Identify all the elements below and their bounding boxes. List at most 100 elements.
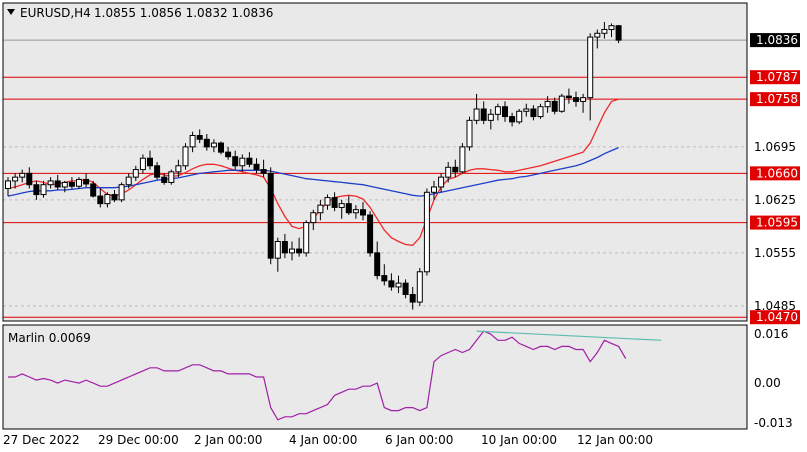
level-label: 1.0787 xyxy=(756,70,798,84)
candle-body xyxy=(459,146,466,173)
candle-body xyxy=(601,29,608,34)
candles[interactable] xyxy=(5,21,622,310)
candle-body xyxy=(161,176,168,183)
candle-body xyxy=(388,280,395,288)
candle-body xyxy=(246,157,253,165)
candle-body xyxy=(558,95,565,112)
candle-body xyxy=(303,222,310,254)
candle-body xyxy=(409,294,416,303)
x-tick-label: 27 Dec 2022 xyxy=(3,433,80,447)
y-tick-label: 1.0625 xyxy=(754,193,796,207)
candle-body xyxy=(580,97,587,102)
candle-body xyxy=(296,248,303,254)
candle-body xyxy=(47,180,54,186)
candle-body xyxy=(494,106,501,115)
candle-body xyxy=(189,135,196,148)
candle-body xyxy=(182,146,189,167)
candle-body xyxy=(537,106,544,118)
candle-body xyxy=(232,156,239,167)
price-labels: 1.0485 1.0555 1.0625 1.0695 0.016 0.00 -0.013 1… xyxy=(750,33,800,430)
candle-body xyxy=(360,209,366,216)
candle-body xyxy=(367,214,374,254)
x-tick-label: 4 Jan 00:00 xyxy=(289,433,357,447)
x-axis: 27 Dec 2022 29 Dec 00:00 2 Jan 00:00 4 J… xyxy=(3,433,653,447)
x-tick-label: 6 Jan 00:00 xyxy=(385,433,453,447)
candle-body xyxy=(90,183,97,197)
candle-body xyxy=(12,176,19,182)
x-tick-label: 10 Jan 00:00 xyxy=(481,433,557,447)
candle-body xyxy=(466,119,473,148)
candle-body xyxy=(402,282,409,295)
level-label: 1.0758 xyxy=(756,92,798,106)
candle-body xyxy=(118,184,125,201)
candle-body xyxy=(125,176,132,186)
candle-body xyxy=(33,184,40,196)
candle-body xyxy=(168,171,175,183)
candle-body xyxy=(530,108,537,118)
candle-body xyxy=(331,197,338,208)
candle-body xyxy=(154,165,161,178)
candle-body xyxy=(345,203,352,214)
indicator-plot-border xyxy=(2,324,748,430)
indicator-y-tick-label: 0.00 xyxy=(754,376,781,390)
indicator-y-tick-label: 0.016 xyxy=(754,327,788,341)
y-tick-label: 1.0695 xyxy=(754,140,796,154)
candle-body xyxy=(445,166,452,178)
candle-body xyxy=(523,108,530,112)
candle-body xyxy=(352,209,359,214)
candle-body xyxy=(289,248,295,254)
indicator-y-tick-label: -0.013 xyxy=(754,416,793,430)
candle-body xyxy=(324,197,331,206)
candle-body xyxy=(26,172,33,186)
candle-body xyxy=(509,116,516,123)
candle-body xyxy=(416,271,423,303)
candle-body xyxy=(111,194,118,201)
candle-body xyxy=(615,25,622,41)
level-label-box xyxy=(750,310,800,325)
candle-body xyxy=(83,178,90,185)
candle-body xyxy=(132,169,139,178)
candle-body xyxy=(210,142,217,148)
indicator-title: Marlin 0.0069 xyxy=(8,331,91,345)
indicator-plot-background xyxy=(3,325,747,429)
level-label-box xyxy=(750,70,800,85)
current-price-label: 1.0836 xyxy=(756,33,798,47)
candle-body xyxy=(239,157,246,167)
candle-body xyxy=(608,25,615,30)
x-tick-label: 29 Dec 00:00 xyxy=(98,433,179,447)
candle-body xyxy=(97,195,104,205)
candle-body xyxy=(573,97,579,102)
level-label: 1.0660 xyxy=(756,166,798,180)
candle-body xyxy=(431,186,437,193)
current-price-box xyxy=(750,33,800,48)
candle-body xyxy=(338,203,345,208)
candle-body xyxy=(544,100,551,108)
collapse-triangle-icon[interactable] xyxy=(7,9,15,15)
candle-body xyxy=(423,191,430,273)
candle-body xyxy=(438,176,445,188)
divergence-line xyxy=(476,330,662,341)
candle-body xyxy=(267,172,274,259)
candle-body xyxy=(374,252,381,277)
candle-body xyxy=(281,241,288,254)
level-label-box xyxy=(750,166,800,181)
level-label: 1.0470 xyxy=(756,310,798,324)
marlin-indicator xyxy=(8,330,662,421)
candle-body xyxy=(40,184,47,196)
candle-body xyxy=(147,157,153,167)
candle-body xyxy=(310,212,317,224)
candle-body xyxy=(54,180,61,188)
candle-body xyxy=(452,166,459,173)
candle-body xyxy=(139,157,146,171)
candle-body xyxy=(61,181,68,188)
candle-body xyxy=(473,108,480,121)
candle-body xyxy=(19,172,26,178)
horizontal-levels xyxy=(3,39,747,318)
blue_line-series xyxy=(7,147,619,197)
main-plot-border xyxy=(2,2,748,322)
candle-body xyxy=(551,100,558,112)
candle-body xyxy=(196,135,203,140)
symbol-label: EURUSD,H4 xyxy=(20,6,91,20)
candle-body xyxy=(76,178,82,187)
y-tick-label: 1.0555 xyxy=(754,246,796,260)
